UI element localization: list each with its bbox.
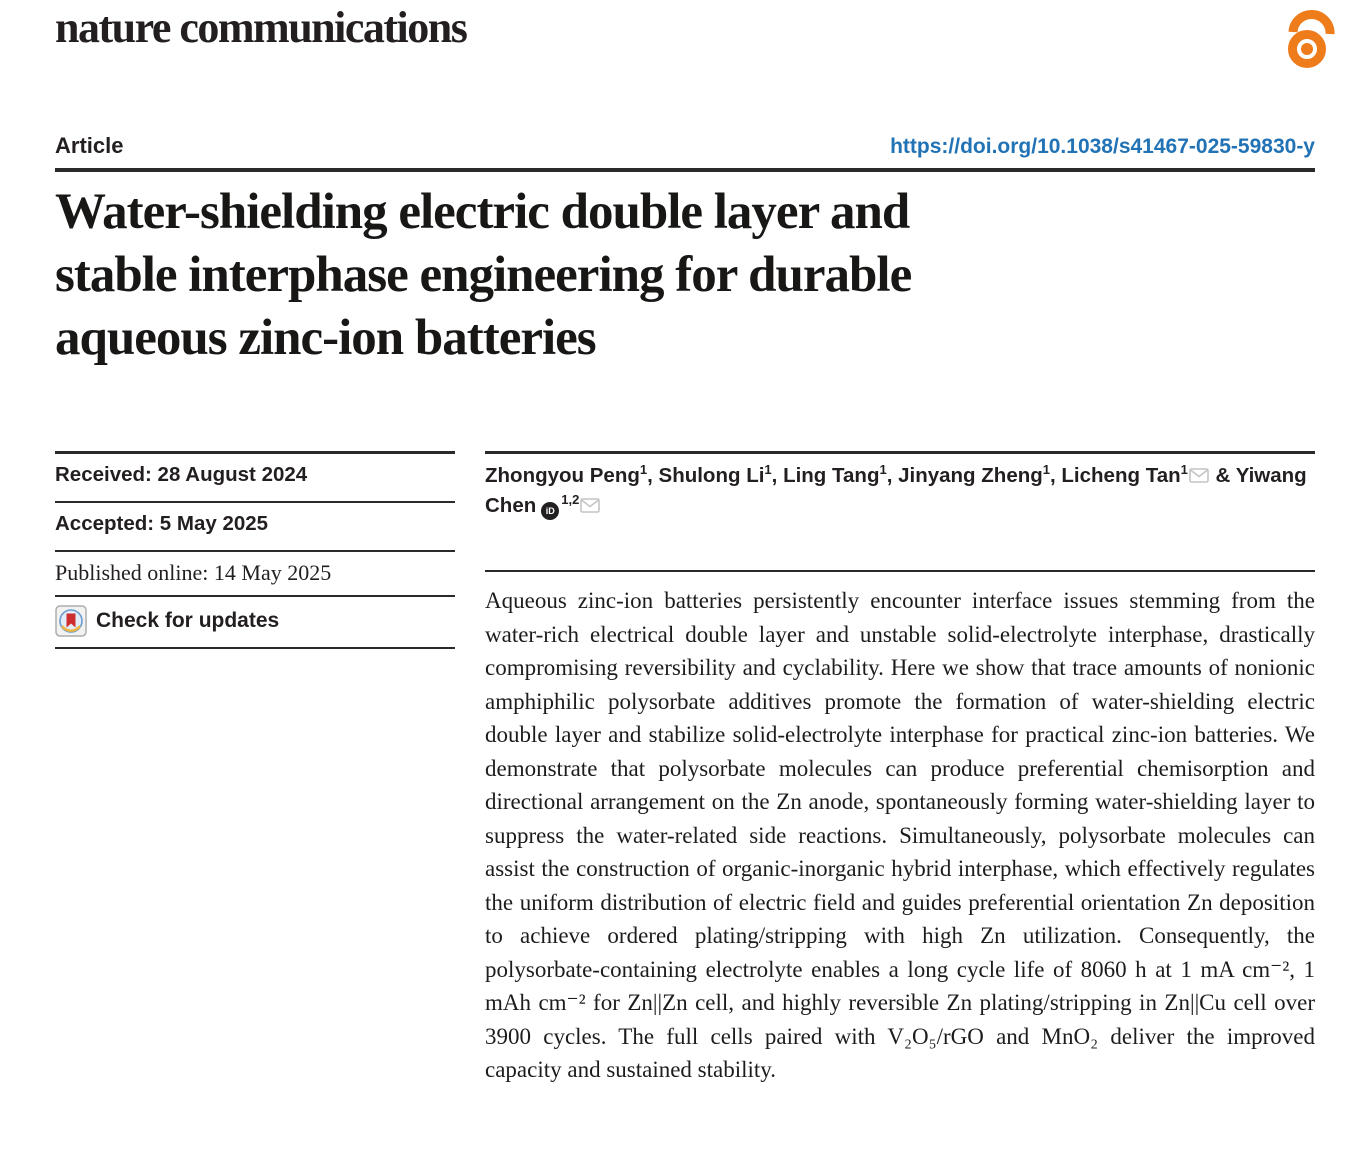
author-separator: , bbox=[1050, 464, 1062, 487]
published-date: Published online: 14 May 2025 bbox=[55, 560, 332, 585]
open-access-icon bbox=[1288, 9, 1335, 68]
author-separator: , bbox=[886, 464, 899, 487]
author-name: Shulong Li bbox=[658, 464, 765, 487]
header-rule bbox=[55, 168, 1315, 172]
article-header-row: Article https://doi.org/10.1038/s41467-0… bbox=[55, 133, 1315, 159]
divider-3 bbox=[55, 595, 455, 597]
journal-logo: nature communications bbox=[55, 3, 468, 52]
author-affiliation-sup: 1,2 bbox=[561, 492, 580, 508]
author-affiliation-sup: 1 bbox=[879, 462, 887, 478]
author-name: Licheng Tan bbox=[1061, 464, 1181, 487]
check-for-updates-label: Check for updates bbox=[96, 609, 280, 632]
author-name: Jinyang Zheng bbox=[898, 464, 1043, 487]
author-affiliation-sup: 1 bbox=[639, 462, 648, 478]
author-affiliation-sup: 1 bbox=[1180, 462, 1188, 478]
divider-2 bbox=[55, 550, 455, 552]
author-affiliation-sup: 1 bbox=[764, 462, 772, 478]
accepted-date: Accepted: 5 May 2025 bbox=[55, 512, 269, 535]
divider-4 bbox=[55, 647, 455, 649]
article-title: Water-shielding electric double layer an… bbox=[55, 181, 1300, 370]
article-type-label: Article bbox=[55, 133, 124, 158]
author-list: Zhongyou Peng1, Shulong Li1, Ling Tang1,… bbox=[485, 461, 1315, 521]
abstract-text: Aqueous zinc-ion batteries persistently … bbox=[485, 588, 1315, 1082]
author-name: Yiwang Chen bbox=[485, 464, 1307, 517]
author-ampersand: & bbox=[1209, 464, 1236, 487]
email-icon[interactable] bbox=[1189, 468, 1209, 483]
title-line-3: aqueous zinc-ion batteries bbox=[55, 310, 597, 366]
crossmark-icon bbox=[55, 605, 87, 637]
author-affiliation-sup: 1 bbox=[1042, 462, 1050, 478]
orcid-icon[interactable]: iD bbox=[541, 502, 560, 520]
author-separator: , bbox=[647, 464, 659, 487]
authors-top-rule bbox=[485, 451, 1315, 454]
doi-link[interactable]: https://doi.org/10.1038/s41467-025-59830… bbox=[890, 135, 1315, 158]
divider-1 bbox=[55, 501, 455, 503]
dates-top-rule bbox=[55, 451, 455, 454]
author-name: Ling Tang bbox=[783, 464, 880, 487]
title-line-1: Water-shielding electric double layer an… bbox=[55, 184, 910, 240]
abstract-top-rule bbox=[485, 570, 1315, 572]
author-separator: , bbox=[771, 464, 784, 487]
title-line-2: stable interphase engineering for durabl… bbox=[55, 247, 912, 303]
email-icon[interactable] bbox=[580, 498, 601, 513]
author-name: Zhongyou Peng bbox=[485, 464, 640, 487]
received-date: Received: 28 August 2024 bbox=[55, 463, 308, 486]
check-for-updates-button[interactable]: Check for updates bbox=[55, 605, 455, 637]
